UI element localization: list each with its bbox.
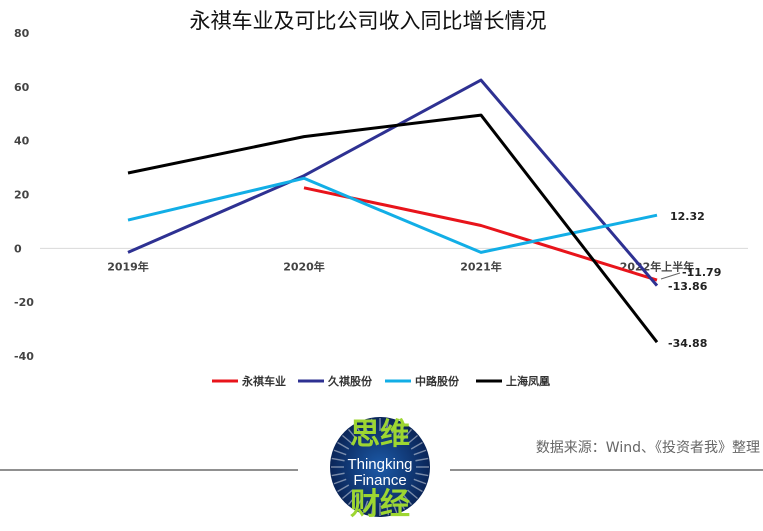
data-label: -11.79 bbox=[682, 266, 721, 279]
legend-label: 上海凤凰 bbox=[506, 374, 550, 388]
series-line-2 bbox=[127, 176, 658, 254]
y-tick-label: 20 bbox=[14, 189, 30, 202]
y-tick-label: -20 bbox=[14, 296, 34, 309]
y-tick-label: 60 bbox=[14, 81, 30, 94]
y-axis: 80 60 40 20 0 -20 -40 bbox=[14, 27, 34, 363]
logo-line2: Finance bbox=[353, 472, 406, 489]
source-note: 数据来源：Wind、《投资者我》整理 bbox=[536, 440, 760, 456]
series-line-3 bbox=[127, 113, 659, 344]
legend-item: 永祺车业 bbox=[212, 374, 286, 388]
legend-label: 永祺车业 bbox=[241, 374, 286, 388]
legend-item: 久祺股份 bbox=[298, 374, 373, 388]
x-tick-label: 2021年 bbox=[460, 259, 502, 273]
series-line-0 bbox=[303, 186, 658, 282]
logo-rays bbox=[331, 418, 429, 516]
legend-label: 久祺股份 bbox=[328, 374, 373, 388]
y-tick-label: -40 bbox=[14, 350, 34, 363]
legend-item: 上海凤凰 bbox=[476, 374, 550, 388]
data-label: -13.86 bbox=[668, 280, 708, 293]
data-label: 12.32 bbox=[670, 210, 705, 223]
x-tick-label: 2020年 bbox=[283, 259, 325, 273]
x-axis: 2019年 2020年 2021年 2022年上半年 bbox=[107, 259, 694, 273]
x-tick-label: 2019年 bbox=[107, 259, 149, 273]
data-label: -34.88 bbox=[668, 337, 707, 350]
label-leader-line bbox=[660, 272, 681, 280]
legend-label: 中路股份 bbox=[415, 374, 460, 388]
logo-bottom-text: 财经 bbox=[350, 487, 410, 522]
series-lines bbox=[127, 78, 659, 344]
y-tick-label: 80 bbox=[14, 27, 30, 40]
y-tick-label: 40 bbox=[14, 135, 30, 148]
logo: 思维 Thingking Finance 财经 bbox=[330, 417, 430, 522]
logo-top-text: 思维 bbox=[350, 417, 410, 452]
legend-item: 中路股份 bbox=[385, 374, 460, 388]
chart-title: 永祺车业及可比公司收入同比增长情况 bbox=[190, 9, 547, 33]
data-labels: -11.79-13.86 12.32 -34.88 bbox=[660, 210, 721, 350]
y-tick-label: 0 bbox=[14, 242, 22, 255]
series-line-1 bbox=[127, 78, 659, 287]
logo-line1: Thingking bbox=[347, 456, 412, 473]
legend: 永祺车业 久祺股份 中路股份 上海凤凰 bbox=[212, 374, 550, 388]
logo-circle bbox=[330, 417, 430, 517]
